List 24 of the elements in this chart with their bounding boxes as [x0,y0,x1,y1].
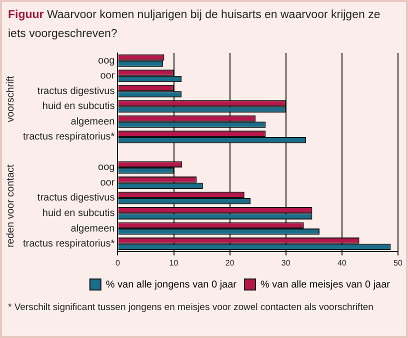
y-tick-label: oog [98,162,115,174]
y-tick-label: tractus digestivus [37,86,115,97]
x-tick-label: 50 [394,258,403,268]
legend-label: % van alle meisjes van 0 jaar [260,279,391,290]
text: reden voor contact [6,164,16,248]
x-tick-label: 30 [281,258,291,268]
y-tick-label: oog [98,55,115,66]
text: voorschrift [6,76,16,122]
y-tick-label: tractus respiratorius* [22,132,115,143]
y-tick-label: tractus respiratorius* [22,238,115,250]
text: * Verschilt significant tussen jongens en meisjes voor zowel contacten als voorschriften [8,302,374,314]
y-tick-label: algemeen [70,223,115,234]
x-tick-label: 0 [115,258,120,268]
legend-label: % van alle jongens van 0 jaar [106,279,238,290]
y-tick-label: huid en subcutis [42,208,115,219]
y-tick-label: algemeen [70,116,115,128]
x-tick-label: 10 [169,258,179,268]
y-tick-label: oor [100,70,116,82]
y-tick-label: huid en subcutis [42,101,115,112]
y-tick-label: tractus digestivus [37,192,115,204]
chart-title: Figuur Waarvoor komen nuljarigen bij de huisarts en waarvoor krijgen ze iets voorgeschreven? [8,8,382,42]
x-tick-label: 40 [337,258,347,268]
x-tick-label: 20 [225,258,235,268]
y-tick-label: oor [100,177,116,188]
